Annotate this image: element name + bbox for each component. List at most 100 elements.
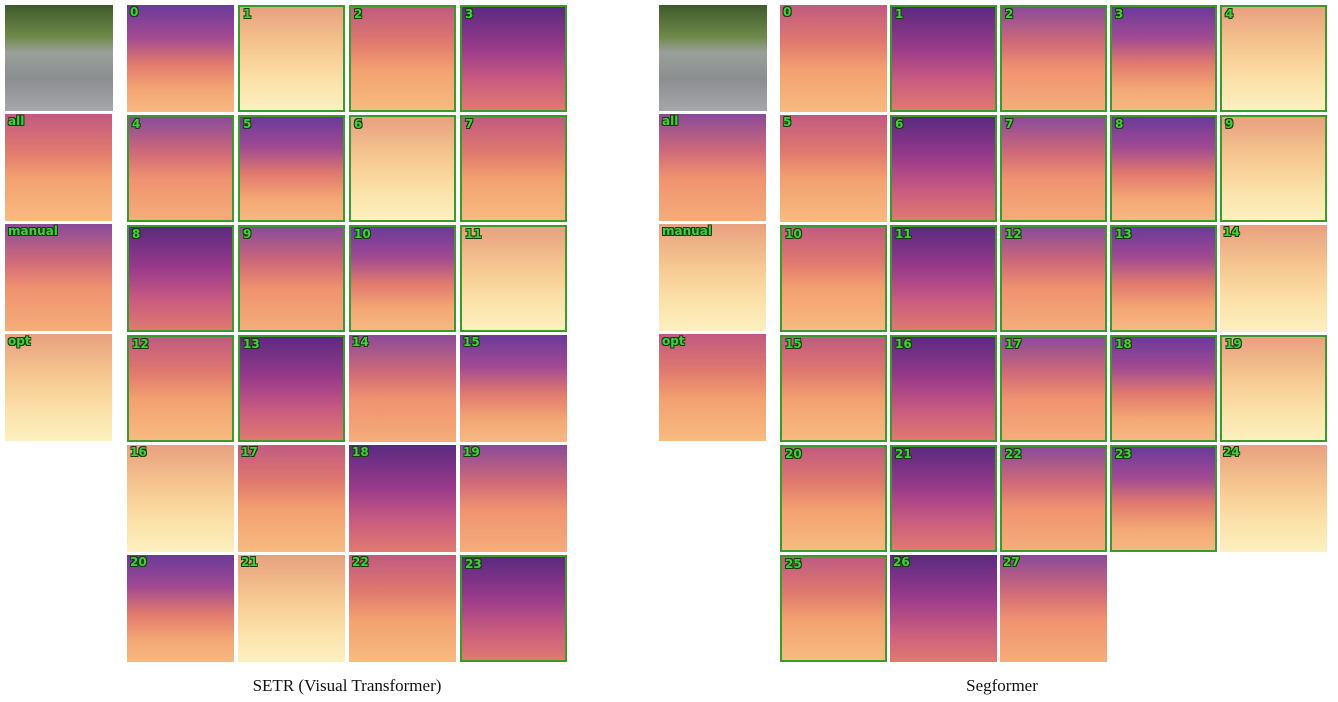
tile-label: 5	[243, 117, 251, 131]
aggregate-map: all	[659, 114, 766, 221]
layer-map: 23	[460, 555, 567, 662]
tile-label: 21	[241, 555, 258, 569]
caption: SETR (Visual Transformer)	[253, 676, 442, 696]
tile-label: manual	[8, 224, 58, 238]
layer-map: 22	[349, 555, 456, 662]
tile-label: 15	[463, 335, 480, 349]
tile-label: 2	[1005, 7, 1013, 21]
layer-map: 23	[1110, 445, 1217, 552]
tile-label: 7	[1005, 117, 1013, 131]
layer-map: 10	[780, 225, 887, 332]
tile-label: 1	[243, 7, 251, 21]
tile-label: 14	[1223, 225, 1240, 239]
layer-map: 17	[238, 445, 345, 552]
layer-map: 12	[127, 335, 234, 442]
layer-map: 2	[349, 5, 456, 112]
layer-map: 3	[460, 5, 567, 112]
layer-map: 18	[1110, 335, 1217, 442]
aggregate-map: opt	[659, 334, 766, 441]
tile-label: all	[8, 114, 24, 128]
layer-map: 8	[127, 225, 234, 332]
tile-label: 13	[243, 337, 260, 351]
tile-label: 6	[895, 117, 903, 131]
caption: Segformer	[966, 676, 1038, 696]
tile-label: opt	[662, 334, 685, 348]
layer-map: 1	[238, 5, 345, 112]
layer-map: 5	[780, 115, 887, 222]
layer-map: 15	[780, 335, 887, 442]
tile-label: 7	[465, 117, 473, 131]
tile-label: 3	[1115, 7, 1123, 21]
layer-map: 21	[238, 555, 345, 662]
tile-label: 20	[130, 555, 147, 569]
tile-label: 17	[1005, 337, 1022, 351]
layer-map: 0	[127, 5, 234, 112]
layer-map: 15	[460, 335, 567, 442]
tile-label: 1	[895, 7, 903, 21]
layer-map: 20	[127, 555, 234, 662]
layer-map: 4	[127, 115, 234, 222]
tile-label: 12	[1005, 227, 1022, 241]
tile-label: all	[662, 114, 678, 128]
layer-map: 12	[1000, 225, 1107, 332]
layer-map: 19	[460, 445, 567, 552]
layer-map: 11	[460, 225, 567, 332]
tile-label: 16	[130, 445, 147, 459]
layer-map: 19	[1220, 335, 1327, 442]
tile-label: 2	[354, 7, 362, 21]
layer-map: 24	[1220, 445, 1327, 552]
tile-label: 13	[1115, 227, 1132, 241]
tile-label: 11	[895, 227, 912, 241]
layer-map: 16	[890, 335, 997, 442]
tile-label: 4	[132, 117, 140, 131]
tile-label: manual	[662, 224, 712, 238]
layer-map: 9	[1220, 115, 1327, 222]
tile-label: 23	[465, 557, 482, 571]
aggregate-map: manual	[659, 224, 766, 331]
layer-map: 17	[1000, 335, 1107, 442]
tile-label: 0	[130, 5, 138, 19]
tile-label: 16	[895, 337, 912, 351]
tile-label: 11	[465, 227, 482, 241]
tile-label: 23	[1115, 447, 1132, 461]
layer-map: 13	[238, 335, 345, 442]
tile-label: 8	[132, 227, 140, 241]
layer-map: 22	[1000, 445, 1107, 552]
tile-label: 27	[1003, 555, 1020, 569]
tile-label: 3	[465, 7, 473, 21]
layer-map: 11	[890, 225, 997, 332]
tile-label: 10	[354, 227, 371, 241]
tile-label: 10	[785, 227, 802, 241]
tile-label: 20	[785, 447, 802, 461]
tile-label: 17	[241, 445, 258, 459]
tile-label: 12	[132, 337, 149, 351]
layer-map: 8	[1110, 115, 1217, 222]
layer-map: 21	[890, 445, 997, 552]
tile-label: 4	[1225, 7, 1233, 21]
layer-map: 20	[780, 445, 887, 552]
tile-label: 9	[243, 227, 251, 241]
layer-map: 6	[349, 115, 456, 222]
aggregate-map: manual	[5, 224, 112, 331]
tile-label: 19	[1225, 337, 1242, 351]
layer-map: 10	[349, 225, 456, 332]
tile-label: 18	[352, 445, 369, 459]
tile-label: 6	[354, 117, 362, 131]
tile-label: 14	[352, 335, 369, 349]
layer-map: 2	[1000, 5, 1107, 112]
layer-map: 18	[349, 445, 456, 552]
figure: allmanualopt0123456789101112131415161718…	[0, 0, 1338, 702]
input-image	[5, 5, 113, 111]
layer-map: 27	[1000, 555, 1107, 662]
layer-map: 5	[238, 115, 345, 222]
layer-map: 16	[127, 445, 234, 552]
tile-label: 15	[785, 337, 802, 351]
layer-map: 13	[1110, 225, 1217, 332]
tile-label: 25	[785, 557, 802, 571]
layer-map: 4	[1220, 5, 1327, 112]
tile-label: 8	[1115, 117, 1123, 131]
layer-map: 7	[460, 115, 567, 222]
tile-label: opt	[8, 334, 31, 348]
aggregate-map: all	[5, 114, 112, 221]
tile-label: 22	[352, 555, 369, 569]
